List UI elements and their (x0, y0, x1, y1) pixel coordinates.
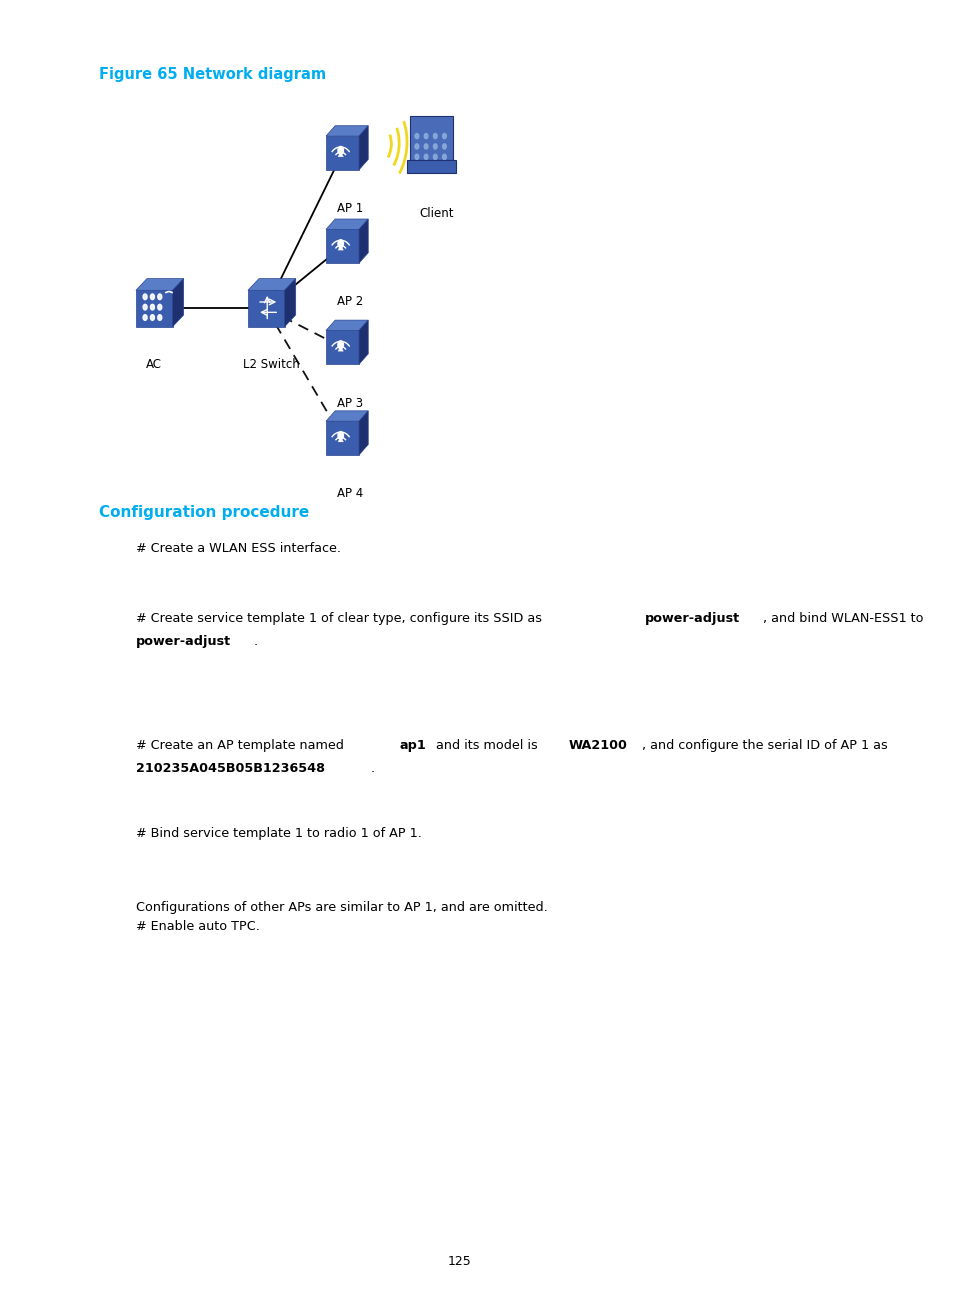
Polygon shape (326, 411, 368, 421)
Text: Configuration procedure: Configuration procedure (99, 505, 309, 521)
Polygon shape (172, 279, 184, 327)
Text: power-adjust: power-adjust (135, 635, 231, 648)
Circle shape (424, 133, 428, 139)
Circle shape (442, 133, 446, 139)
Text: WA2100: WA2100 (568, 739, 627, 752)
Text: Client: Client (418, 207, 453, 220)
Circle shape (151, 315, 154, 320)
Circle shape (157, 315, 162, 320)
Circle shape (337, 146, 343, 154)
Circle shape (337, 240, 343, 248)
Polygon shape (248, 290, 284, 327)
Polygon shape (326, 136, 358, 170)
Text: AP 4: AP 4 (336, 487, 363, 500)
Circle shape (143, 294, 147, 299)
Circle shape (337, 341, 343, 349)
Circle shape (415, 133, 418, 139)
Text: , and bind WLAN-ESS1 to: , and bind WLAN-ESS1 to (762, 612, 923, 625)
Polygon shape (358, 126, 368, 170)
Circle shape (433, 154, 436, 159)
Text: # Create service template 1 of clear type, configure its SSID as: # Create service template 1 of clear typ… (135, 612, 545, 625)
Circle shape (424, 144, 428, 149)
Text: ap1: ap1 (398, 739, 425, 752)
Circle shape (415, 154, 418, 159)
Circle shape (157, 305, 162, 310)
Text: AP 3: AP 3 (336, 397, 362, 410)
Text: Configurations of other APs are similar to AP 1, and are omitted.: Configurations of other APs are similar … (135, 901, 547, 914)
Polygon shape (358, 219, 368, 263)
Polygon shape (326, 320, 368, 330)
Circle shape (157, 294, 162, 299)
Circle shape (433, 133, 436, 139)
Circle shape (143, 315, 147, 320)
Polygon shape (326, 421, 358, 455)
Text: power-adjust: power-adjust (644, 612, 740, 625)
Polygon shape (326, 219, 368, 229)
Polygon shape (358, 411, 368, 455)
Text: # Bind service template 1 to radio 1 of AP 1.: # Bind service template 1 to radio 1 of … (135, 827, 421, 840)
Circle shape (143, 305, 147, 310)
Text: AP 2: AP 2 (336, 295, 363, 308)
Text: 125: 125 (447, 1255, 471, 1267)
Polygon shape (326, 229, 358, 263)
Polygon shape (326, 126, 368, 136)
Circle shape (337, 432, 343, 439)
Circle shape (442, 144, 446, 149)
Text: .: . (253, 635, 258, 648)
Circle shape (433, 144, 436, 149)
Circle shape (442, 154, 446, 159)
FancyBboxPatch shape (406, 161, 456, 172)
Polygon shape (337, 437, 343, 442)
Polygon shape (284, 279, 295, 327)
Text: # Create a WLAN ESS interface.: # Create a WLAN ESS interface. (135, 542, 340, 555)
Text: and its model is: and its model is (432, 739, 541, 752)
Text: .: . (371, 762, 375, 775)
Text: Figure 65 Network diagram: Figure 65 Network diagram (99, 67, 326, 83)
Text: L2 Switch: L2 Switch (242, 358, 299, 371)
Polygon shape (337, 245, 343, 250)
Polygon shape (337, 152, 343, 157)
Polygon shape (135, 279, 184, 290)
Polygon shape (135, 290, 172, 327)
Circle shape (415, 144, 418, 149)
Text: # Enable auto TPC.: # Enable auto TPC. (135, 920, 259, 933)
Polygon shape (358, 320, 368, 364)
Text: , and configure the serial ID of AP 1 as: , and configure the serial ID of AP 1 as (641, 739, 886, 752)
Text: AP 1: AP 1 (336, 202, 363, 215)
Text: AC: AC (146, 358, 162, 371)
Text: # Create an AP template named: # Create an AP template named (135, 739, 348, 752)
Circle shape (151, 294, 154, 299)
Polygon shape (326, 330, 358, 364)
Polygon shape (248, 279, 295, 290)
Polygon shape (337, 346, 343, 351)
Text: 210235A045B05B1236548: 210235A045B05B1236548 (135, 762, 325, 775)
FancyBboxPatch shape (410, 117, 453, 161)
Circle shape (424, 154, 428, 159)
Circle shape (151, 305, 154, 310)
